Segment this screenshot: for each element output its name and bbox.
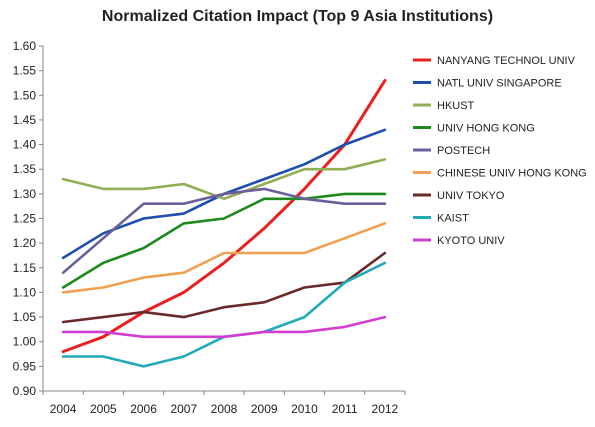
x-tick-label: 2005: [90, 402, 117, 416]
y-tick-label: 1.45: [13, 113, 37, 127]
y-tick-label: 1.20: [13, 236, 37, 250]
y-tick-label: 1.30: [13, 187, 37, 201]
series-line-4: [61, 192, 387, 289]
x-tick-label: 2010: [291, 402, 318, 416]
y-tick-label: 1.35: [13, 162, 37, 176]
legend-label-1: NANYANG TECHNOL UNIV: [437, 55, 576, 67]
legend-label-2: NATL UNIV SINGAPORE: [437, 78, 562, 90]
legend-label-8: KAIST: [437, 213, 469, 225]
x-tick-label: 2012: [372, 402, 399, 416]
legend-label-7: UNIV TOKYO: [437, 190, 505, 202]
series-line-1: [61, 79, 387, 354]
series-line-6: [61, 222, 387, 294]
legend-label-4: UNIV HONG KONG: [437, 123, 535, 135]
x-tick-label: 2008: [211, 402, 238, 416]
y-tick-label: 1.50: [13, 88, 37, 102]
y-tick-label: 1.00: [13, 335, 37, 349]
legend-label-3: HKUST: [437, 100, 475, 112]
series-line-9: [61, 315, 387, 339]
y-tick-label: 1.15: [13, 261, 37, 275]
x-tick-label: 2006: [130, 402, 157, 416]
legend-label-5: POSTECH: [437, 145, 490, 157]
y-tick-label: 1.10: [13, 285, 37, 299]
y-tick-label: 1.05: [13, 310, 37, 324]
series-line-5: [61, 187, 387, 275]
x-tick-label: 2011: [332, 402, 358, 416]
legend-label-9: KYOTO UNIV: [437, 235, 505, 247]
series-line-7: [61, 251, 387, 324]
x-tick-label: 2007: [170, 402, 197, 416]
series-line-8: [61, 261, 387, 368]
legend-label-6: CHINESE UNIV HONG KONG: [437, 168, 587, 180]
y-tick-label: 0.95: [13, 359, 37, 373]
y-tick-label: 0.90: [13, 384, 37, 398]
x-tick-label: 2004: [50, 402, 77, 416]
y-tick-label: 1.40: [13, 138, 37, 152]
y-tick-label: 1.25: [13, 212, 37, 226]
y-tick-label: 1.55: [13, 64, 37, 78]
y-tick-label: 1.60: [13, 39, 37, 53]
x-tick-label: 2009: [251, 402, 278, 416]
chart-title: Normalized Citation Impact (Top 9 Asia I…: [101, 8, 494, 25]
series-line-3: [61, 158, 387, 201]
